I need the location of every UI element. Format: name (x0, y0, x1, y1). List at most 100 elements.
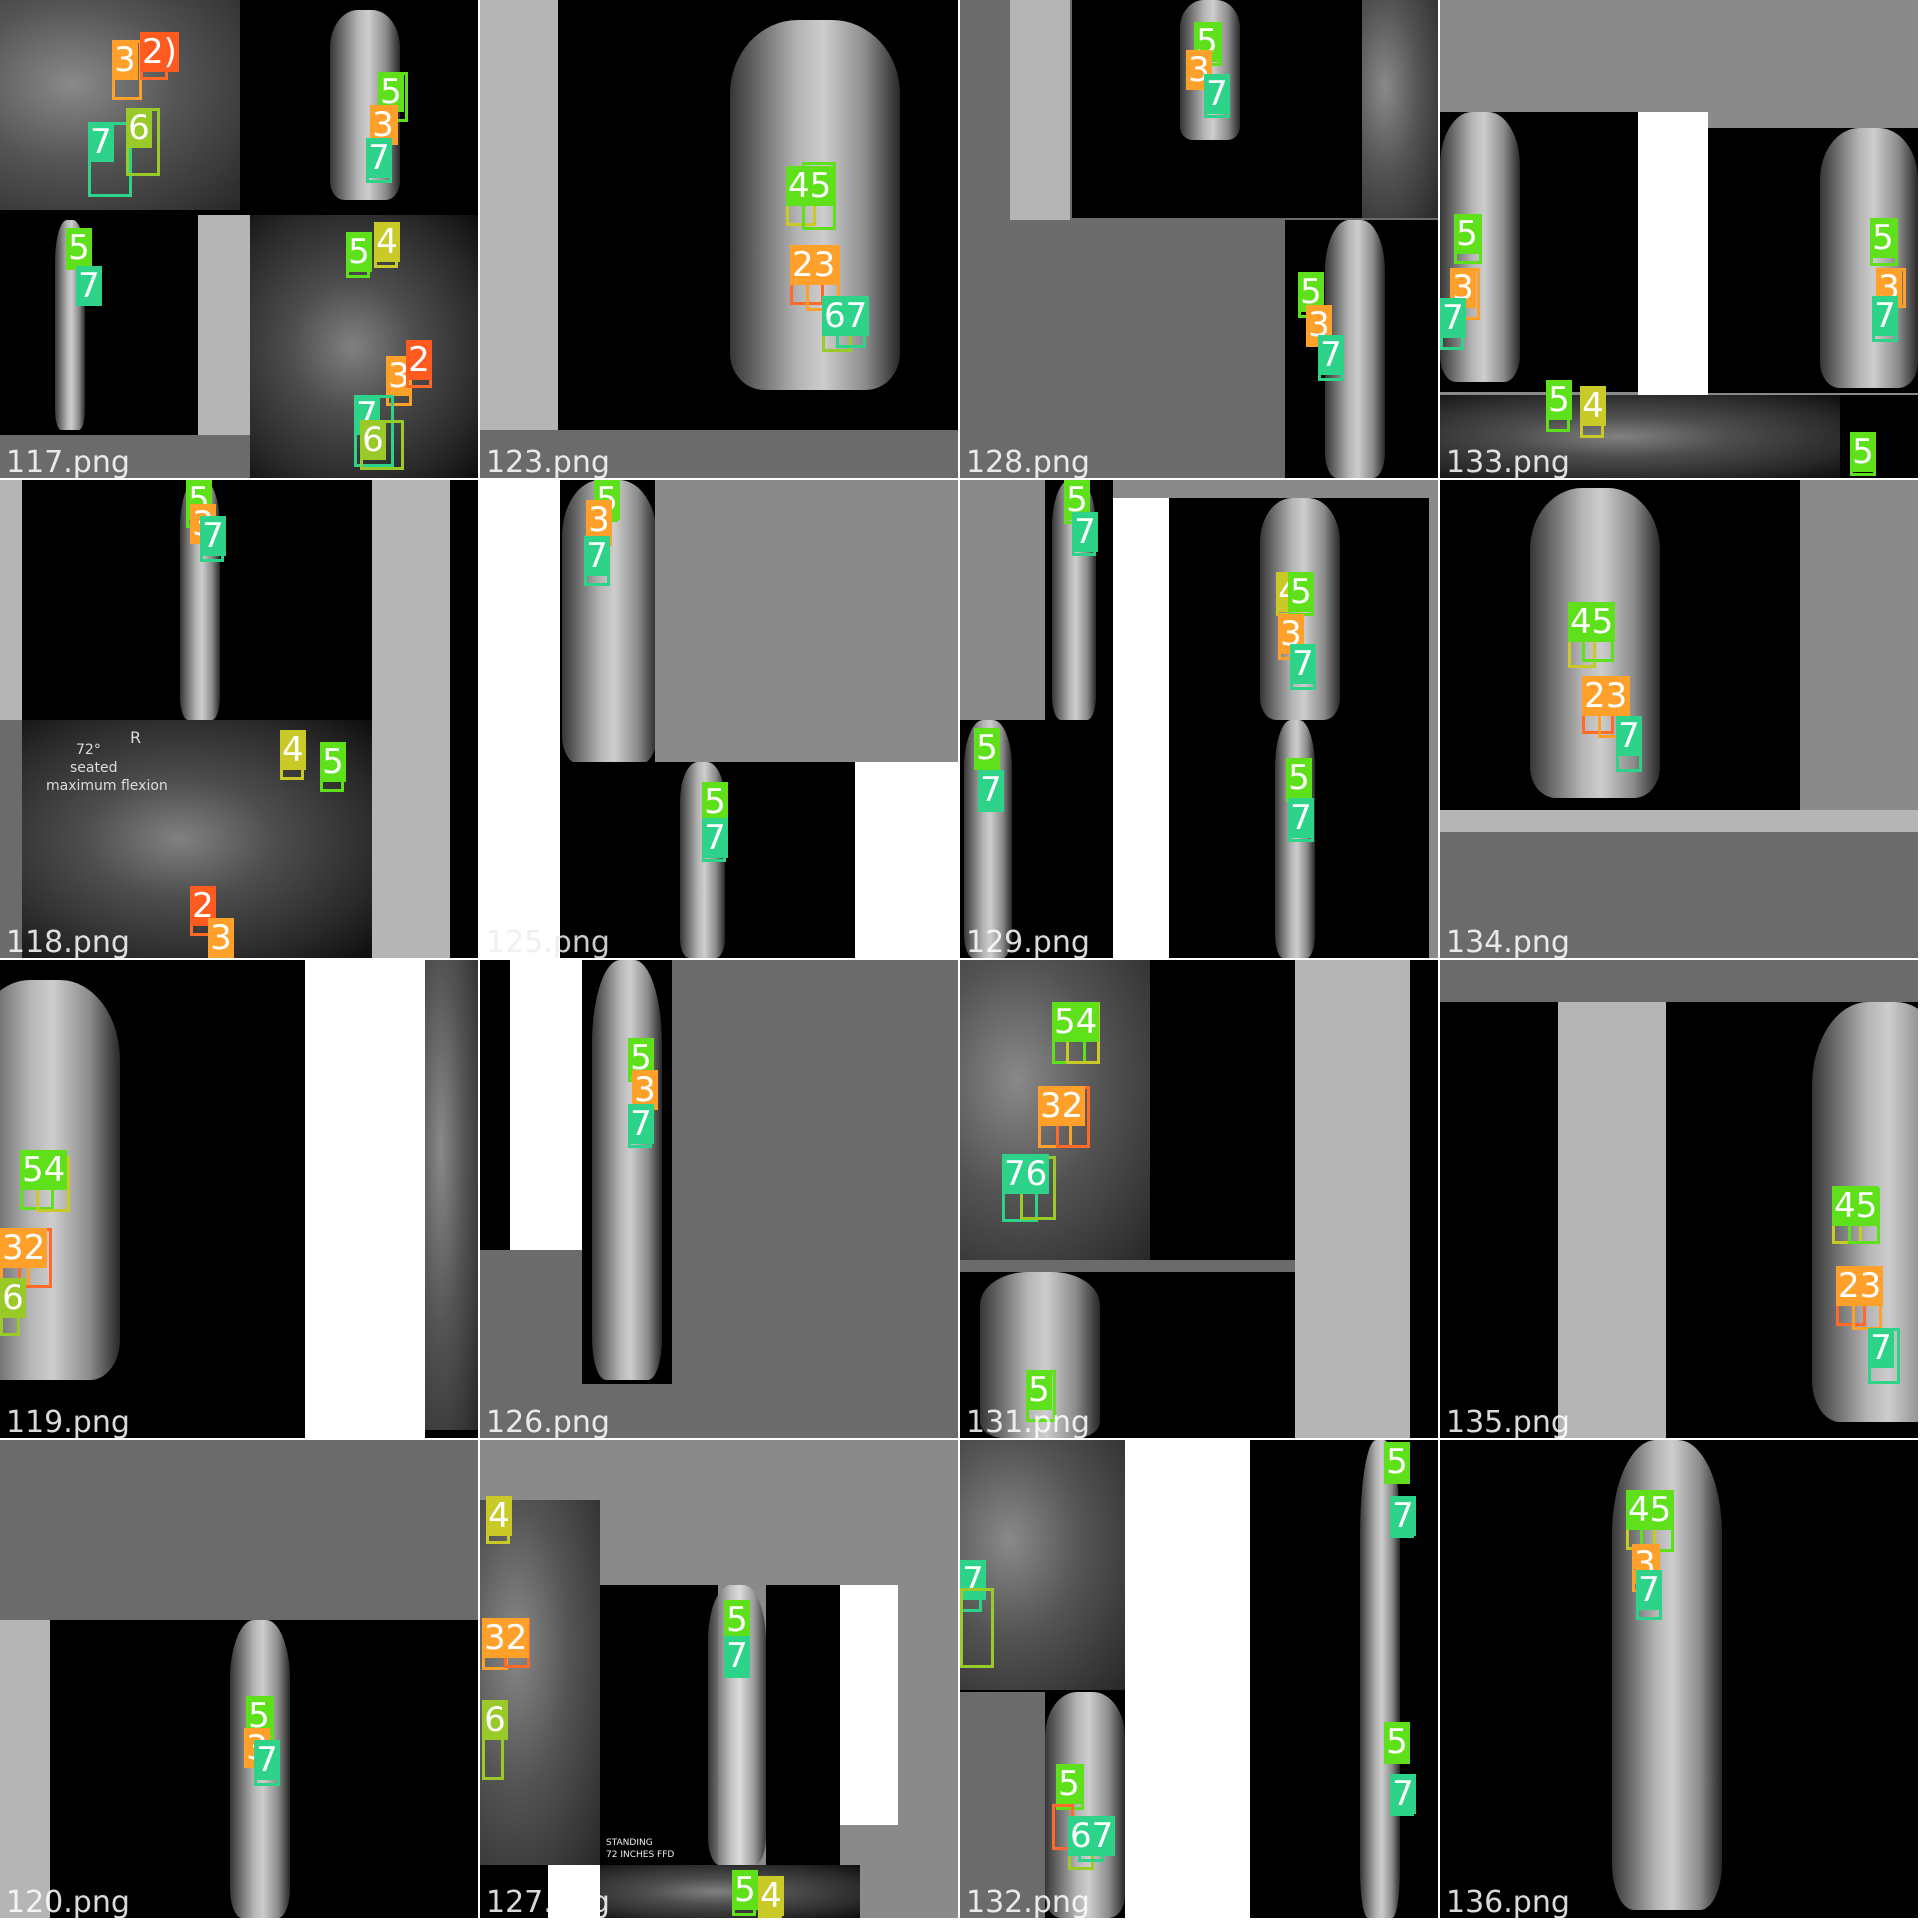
gray-panel (0, 480, 22, 720)
bbox-label: 45 (786, 166, 834, 206)
gray-panel (655, 480, 958, 762)
white-panel (1638, 112, 1708, 397)
black-panel (1150, 960, 1295, 1260)
bbox-label: 6 (126, 108, 152, 148)
tile-117[interactable]: 3 2) 5 3 7 7 6 5 7 5 4 3 2 7 6 117.png (0, 0, 478, 478)
bbox-label: 7 (628, 1104, 654, 1144)
bbox-label: 3 (632, 1070, 658, 1110)
tile-filename: 118.png (6, 925, 130, 958)
bbox-label: 54 (20, 1150, 68, 1190)
bbox-label: 5 (974, 728, 1000, 768)
bbox-label: 7 (1290, 644, 1316, 684)
bbox-label: 5 (732, 1870, 758, 1910)
bbox-label: 32 (0, 1228, 48, 1268)
black-panel (0, 215, 200, 440)
bbox-label: 45 (1832, 1186, 1880, 1226)
bbox-label: 23 (790, 245, 838, 285)
bbox-label: 7 (1616, 716, 1642, 756)
tile-filename: 128.png (966, 445, 1090, 478)
tile-125[interactable]: 5 3 7 5 7 125.png (480, 480, 958, 958)
tile-filename: 125.png (486, 925, 610, 958)
gray-panel (0, 1440, 478, 1620)
bbox-label: 4 (1580, 386, 1606, 426)
tile-128[interactable]: 5 3 7 5 3 7 128.png (960, 0, 1438, 478)
xray-panel (1440, 395, 1840, 478)
white-panel (1125, 1440, 1250, 1918)
gray-panel (480, 430, 958, 478)
bbox-label: 7 (1872, 296, 1898, 336)
gray-panel (0, 1620, 50, 1918)
black-panel (600, 1585, 670, 1865)
bbox-label: 5 (1850, 432, 1876, 472)
bbox-label: 6 (0, 1278, 26, 1318)
patient-silhouette (1820, 128, 1918, 388)
patient-silhouette (592, 960, 662, 1380)
tile-134[interactable]: 45 23 7 134.png (1440, 480, 1918, 958)
tile-filename: 134.png (1446, 925, 1570, 958)
tile-131[interactable]: 54 32 76 5 131.png (960, 960, 1438, 1438)
tile-filename: 131.png (966, 1405, 1090, 1438)
white-panel (305, 960, 425, 1438)
bbox-label: 4 (374, 222, 400, 262)
bbox-label: 5 (66, 228, 92, 268)
xray-note: 72° (76, 742, 101, 758)
bbox-label: 6 (360, 420, 386, 460)
gray-panel (960, 1692, 1045, 1918)
black-panel (1666, 1002, 1816, 1438)
xray-panel (1362, 0, 1438, 218)
tile-126[interactable]: 5 3 7 126.png (480, 960, 958, 1438)
bbox-label: 5 (1870, 218, 1896, 258)
tile-filename: 133.png (1446, 445, 1570, 478)
bbox-label: 7 (76, 266, 102, 306)
tile-136[interactable]: 45 3 7 136.png (1440, 1440, 1918, 1918)
bbox-label: 7 (366, 138, 392, 178)
bbox-label: 5 (320, 742, 346, 782)
black-panel (450, 480, 478, 958)
xray-panel (22, 720, 372, 958)
bbox-label: 5 (628, 1038, 654, 1078)
gray-panel (1558, 1002, 1666, 1438)
tile-127[interactable]: STANDING 72 INCHES FFD 4 32 6 5 7 5 4 12… (480, 1440, 958, 1918)
bbox-label: 3 (208, 918, 234, 958)
black-panel (1440, 1002, 1558, 1438)
bbox-label: 5 (1056, 1764, 1082, 1804)
bbox-label: 7 (978, 770, 1004, 810)
bbox-label: 67 (1068, 1816, 1116, 1856)
bbox-label: 32 (1038, 1086, 1086, 1126)
bbox-label: 7 (200, 516, 226, 556)
gray-panel (198, 215, 250, 435)
bbox-label: 7 (724, 1636, 750, 1676)
bbox-label: 7 (1868, 1328, 1894, 1368)
bbox-label: 45 (1626, 1490, 1674, 1530)
tile-133[interactable]: 5 3 7 5 3 7 5 4 5 133.png (1440, 0, 1918, 478)
tile-129[interactable]: 5 7 4 5 3 7 5 7 5 7 129.png (960, 480, 1438, 958)
gray-panel (1440, 832, 1918, 958)
tile-132[interactable]: 7 5 7 5 7 5 67 132.png (960, 1440, 1438, 1918)
bbox-label: 5 (1026, 1370, 1052, 1410)
tile-120[interactable]: 5 3 7 120.png (0, 1440, 478, 1918)
bbox-label: 7 (254, 1740, 280, 1780)
bbox-label: 2) (140, 32, 179, 72)
white-panel (1113, 498, 1169, 958)
gray-panel (372, 480, 450, 958)
xray-note: 72 INCHES FFD (606, 1850, 675, 1860)
tile-119[interactable]: 54 32 6 119.png (0, 960, 478, 1438)
tile-123[interactable]: 45 23 67 123.png (480, 0, 958, 478)
bbox-label: 5 (1454, 214, 1480, 254)
xray-panel (425, 960, 478, 1430)
bbox-label: 32 (482, 1618, 530, 1658)
bbox-label: 4 (758, 1876, 784, 1916)
gray-panel (1010, 0, 1070, 220)
tile-135[interactable]: 45 23 7 135.png (1440, 960, 1918, 1438)
tile-118[interactable]: R 72° seated maximum flexion 5 3 7 4 5 2… (0, 480, 478, 958)
xray-marker: R (130, 728, 142, 747)
bbox-label: 5 (724, 1600, 750, 1640)
tile-filename: 135.png (1446, 1405, 1570, 1438)
bbox-label: 54 (1052, 1002, 1100, 1042)
bbox-label: 7 (584, 536, 610, 576)
tile-filename: 132.png (966, 1885, 1090, 1918)
patient-silhouette (980, 1272, 1100, 1438)
bbox-label: 6 (482, 1700, 508, 1740)
bbox-label: 7 (1636, 1570, 1662, 1610)
